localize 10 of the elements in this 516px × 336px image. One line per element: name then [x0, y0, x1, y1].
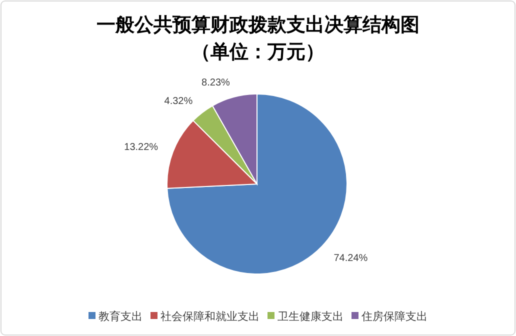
data-label: 8.23% — [202, 78, 230, 89]
legend-label: 卫生健康支出 — [278, 310, 344, 323]
data-label: 13.22% — [124, 142, 158, 153]
legend-label: 住房保障支出 — [362, 310, 428, 323]
chart-subtitle: （单位：万元） — [192, 41, 324, 63]
data-label: 74.24% — [334, 253, 368, 264]
data-label: 4.32% — [164, 96, 193, 107]
legend-label: 教育支出 — [98, 310, 142, 323]
chart-title: 一般公共预算财政拨款支出决算结构图 — [96, 14, 420, 36]
legend-label: 社会保障和就业支出 — [160, 310, 260, 323]
